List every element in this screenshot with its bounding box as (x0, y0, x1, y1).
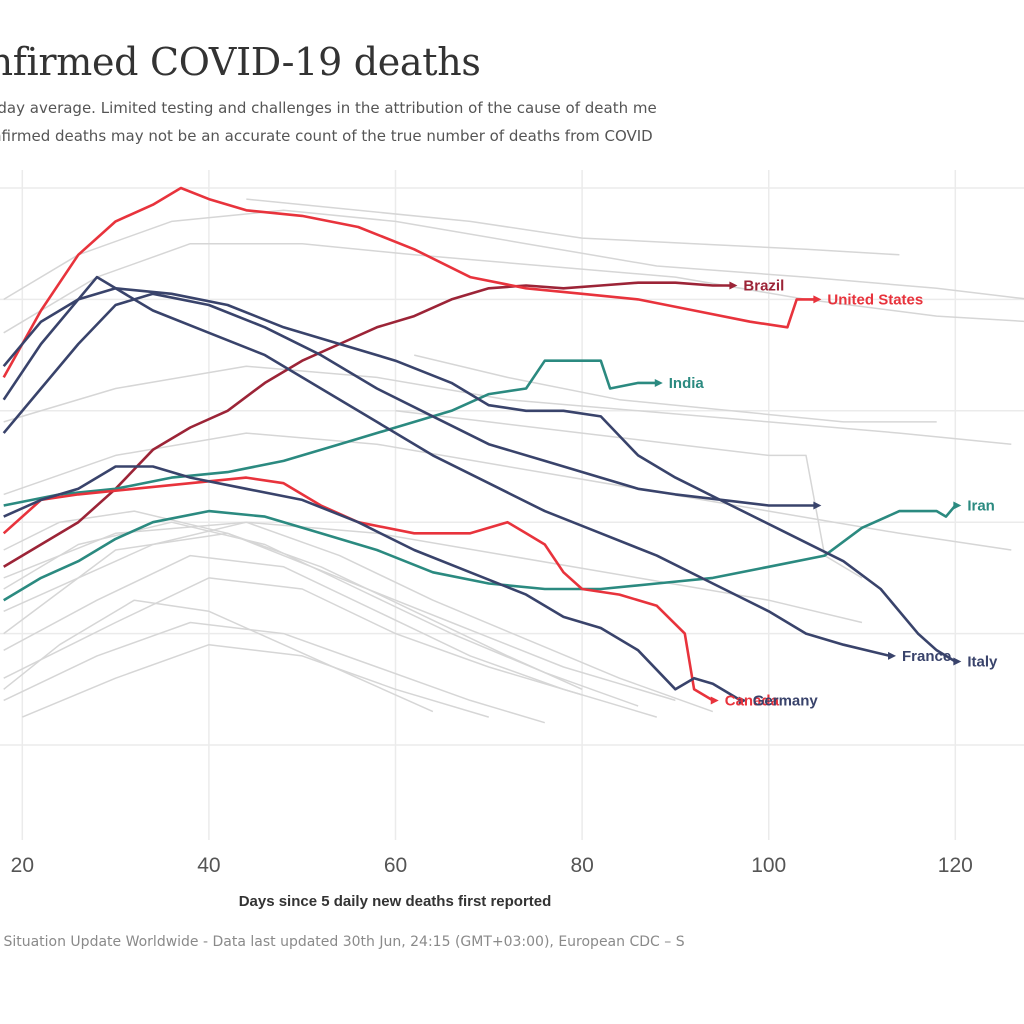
background-line (3, 599, 434, 713)
x-tick-label: 100 (751, 854, 786, 877)
x-tick-label: 120 (938, 854, 973, 877)
series-line-france (2, 275, 891, 658)
background-line (3, 209, 1024, 301)
series-line-germany (3, 465, 742, 702)
series-arrow-unlabeled (813, 501, 822, 510)
background-line (414, 354, 937, 423)
subtitle-line-2: nfirmed deaths may not be an accurate co… (0, 127, 653, 145)
x-tick-label: 60 (384, 854, 407, 877)
x-axis-title: Days since 5 daily new deaths first repo… (239, 893, 552, 910)
x-tick-label: 20 (11, 854, 34, 877)
series-arrow-germany (738, 696, 747, 705)
series-labels: Brazil United States India Iran CanadaGerman… (669, 277, 998, 709)
background-line (395, 410, 863, 579)
background-country-lines (3, 198, 1024, 724)
series-label-united-states: United States (827, 291, 923, 308)
background-line (246, 198, 900, 256)
series-line-canada (2, 476, 714, 702)
series-label-france: France (902, 648, 951, 665)
series-line-italy (2, 287, 956, 663)
background-line (3, 554, 658, 718)
series-line-india (3, 359, 657, 507)
background-line (3, 521, 863, 624)
source-footer: – Situation Update Worldwide - Data last… (0, 934, 685, 950)
series-label-canada: Canada (725, 692, 780, 709)
x-tick-label: 80 (570, 854, 593, 877)
background-line (3, 510, 583, 690)
series-line-brazil (3, 281, 732, 568)
series-line-united-states (2, 186, 816, 379)
series-label-brazil: Brazil (743, 277, 784, 294)
subtitle-line-1: -day average. Limited testing and challe… (0, 99, 657, 117)
series-line-iran (3, 504, 957, 602)
background-line (3, 621, 546, 724)
background-line (3, 365, 1012, 445)
grid-lines (0, 170, 1024, 840)
series-arrow-france (888, 651, 897, 660)
series-label-italy: Italy (967, 653, 998, 670)
background-line (3, 242, 1024, 334)
background-line (3, 521, 714, 713)
series-label-india: India (669, 375, 705, 392)
series-arrow-united-states (813, 295, 822, 304)
series-label-germany: Germany (753, 692, 819, 709)
chart-subtitle: -day average. Limited testing and challe… (0, 94, 657, 150)
series-arrow-canada (710, 696, 719, 705)
series-arrow-iran (953, 501, 962, 510)
series-arrow-india (654, 378, 663, 387)
background-line (22, 643, 490, 718)
background-line (3, 432, 1012, 551)
chart-title: onfirmed COVID-19 deaths (0, 40, 481, 84)
background-line (3, 532, 676, 702)
series-line-unlabeled (2, 292, 816, 507)
x-axis-ticks: 20 40 60 80 100 120 (11, 854, 973, 877)
background-line (3, 577, 583, 696)
x-tick-label: 40 (197, 854, 220, 877)
series-arrow-italy (953, 657, 962, 666)
highlighted-series (2, 186, 962, 705)
series-arrow-brazil (729, 281, 738, 290)
series-label-iran: Iran (967, 497, 995, 514)
